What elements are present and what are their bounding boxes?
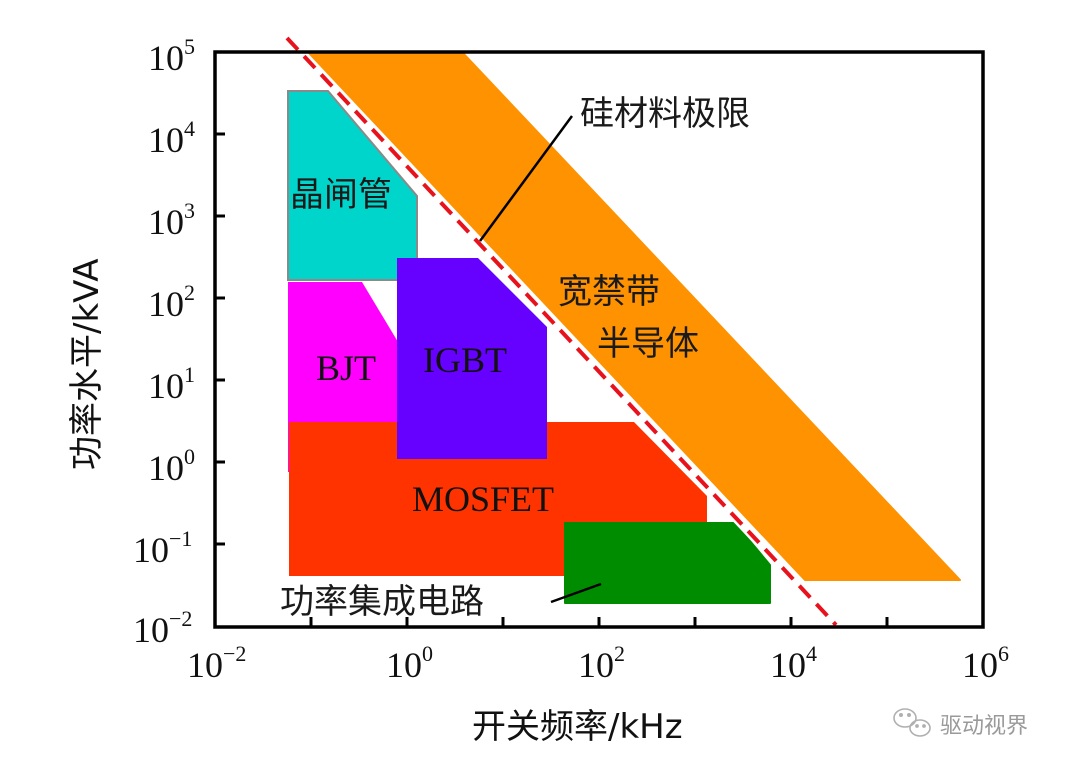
region-thyristor (287, 90, 418, 281)
si-limit-leader (478, 115, 574, 242)
label-wbg-line2: 半导体 (597, 324, 699, 364)
label-thyristor: 晶闸管 (290, 175, 392, 215)
svg-text:100: 100 (148, 444, 195, 488)
region-igbt (397, 258, 547, 459)
label-igbt: IGBT (423, 340, 507, 380)
svg-text:106: 106 (962, 641, 1009, 685)
svg-text:10−1: 10−1 (133, 526, 192, 570)
x-axis-title: 开关频率/kHz (472, 707, 683, 747)
svg-text:104: 104 (148, 116, 195, 160)
wechat-icon (893, 708, 931, 737)
svg-text:103: 103 (148, 198, 195, 242)
si-limit-line (285, 36, 838, 627)
watermark: 驱动视界 (893, 708, 1028, 739)
label-bjt: BJT (316, 348, 376, 388)
label-power-ic: 功率集成电路 (280, 582, 484, 622)
y-ticks (215, 132, 225, 546)
watermark-text: 驱动视界 (940, 714, 1028, 739)
region-power-ic (564, 522, 771, 604)
svg-text:10−2: 10−2 (133, 606, 192, 650)
x-tick-labels: 10−2 100 102 104 106 (187, 641, 1009, 685)
svg-text:102: 102 (148, 280, 195, 324)
svg-text:104: 104 (770, 641, 817, 685)
y-tick-labels: 105 104 103 102 101 100 10−1 10−2 (133, 34, 195, 650)
x-ticks (309, 617, 889, 627)
svg-text:105: 105 (148, 34, 195, 78)
svg-text:102: 102 (578, 641, 625, 685)
svg-text:100: 100 (386, 641, 433, 685)
label-mosfet: MOSFET (412, 479, 554, 519)
label-si-limit: 硅材料极限 (580, 94, 750, 134)
power-ic-leader (550, 582, 602, 604)
svg-text:101: 101 (148, 362, 195, 406)
svg-text:10−2: 10−2 (187, 641, 246, 685)
label-wbg-line1: 宽禁带 (558, 272, 660, 312)
y-axis-title: 功率水平/kVA (67, 259, 107, 471)
